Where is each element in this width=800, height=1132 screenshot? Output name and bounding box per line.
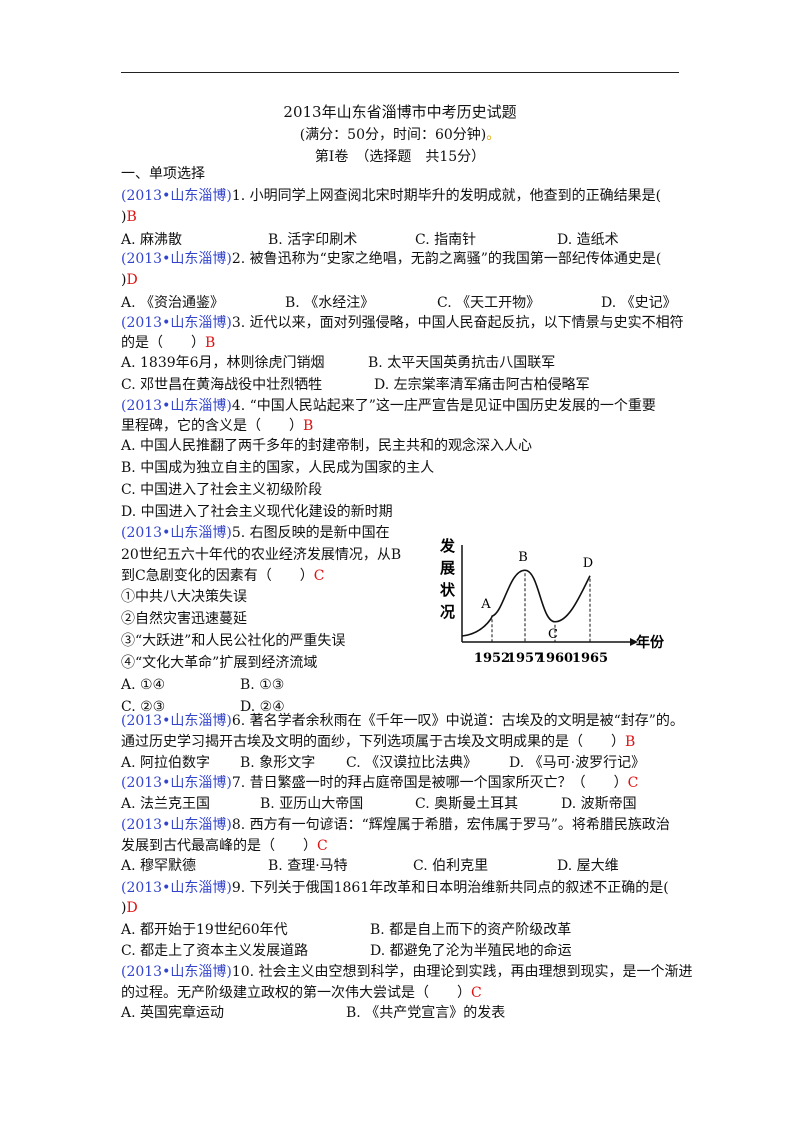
answer-3: B: [205, 335, 216, 351]
question-1: (2013•山东淄博)1. 小明同学上网查阅北宋时期毕升的发明成就，他查到的正确…: [121, 188, 662, 204]
question-8-cont: 发展到古代最高峰的是（ ）C: [121, 838, 328, 854]
q5-item-4: ④“文化大革命”扩展到经济流域: [121, 655, 318, 671]
question-8: (2013•山东淄博)8. 西方有一句谚语：“辉煌属于希腊，宏伟属于罗马”。将希…: [121, 817, 670, 833]
question-2-cont: )D: [121, 272, 138, 288]
answer-6: B: [625, 734, 636, 750]
q4-option-b: B. 中国成为独立自主的国家，人民成为国家的主人: [121, 460, 435, 476]
q9-option-d: D. 都避免了沦为半殖民地的命运: [370, 943, 572, 959]
q8-option-d: D. 屋大维: [557, 858, 619, 874]
x-tick-label: 1957: [507, 651, 543, 666]
answer-7: C: [627, 775, 639, 791]
q2-option-d: D. 《史记》: [601, 295, 677, 311]
score-line: (满分：50分，时间：60分钟)。: [299, 127, 501, 143]
q8-option-c: C. 伯利克里: [413, 858, 489, 874]
question-3: (2013•山东淄博)3. 近代以来，面对列强侵略，中国人民奋起反抗，以下情景与…: [121, 315, 684, 331]
q5-item-2: ②自然灾害迅速蔓延: [121, 611, 247, 627]
q7-option-b: B. 亚历山大帝国: [260, 796, 364, 812]
q3-option-a: A. 1839年6月，林则徐虎门销烟: [121, 355, 325, 371]
q9-option-c: C. 都走上了资本主义发展道路: [121, 943, 309, 959]
q4-option-c: C. 中国进入了社会主义初级阶段: [121, 482, 323, 498]
question-6-cont: 通过历史学习揭开古埃及文明的面纱，下列选项属于古埃及文明成果的是（ ）B: [121, 734, 636, 750]
question-9: (2013•山东淄博)9. 下列关于俄国1861年改革和日本明治维新共同点的叙述…: [121, 880, 669, 896]
q1-option-a: A. 麻沸散: [121, 232, 183, 248]
q5-option-b: B. ①③: [240, 677, 285, 693]
q9-option-a: A. 都开始于19世纪60年代: [121, 922, 288, 938]
q6-option-c: C. 《汉谟拉比法典》: [346, 755, 478, 771]
q5-option-c: C. ②③: [121, 699, 166, 715]
q4-option-a: A. 中国人民推翻了两千多年的封建帝制，民主共和的观念深入人心: [121, 438, 533, 454]
y-axis-label-char: 况: [440, 603, 455, 621]
question-10-cont: 的过程。无产阶级建立政权的第一次伟大尝试是（ ）C: [121, 985, 482, 1001]
q1-option-d: D. 造纸术: [557, 232, 619, 248]
y-axis-label-char: 发: [440, 537, 456, 555]
q6-option-a: A. 阿拉伯数字: [121, 755, 211, 771]
answer-5: C: [313, 568, 325, 584]
point-label: C: [548, 627, 558, 642]
top-rule: [121, 72, 679, 73]
q8-option-b: B. 查理·马特: [268, 858, 348, 874]
question-6: (2013•山东淄博)6. 著名学者余秋雨在《千年一叹》中说道：古埃及的文明是被…: [121, 713, 684, 729]
q7-option-a: A. 法兰克王国: [121, 796, 211, 812]
q9-option-b: B. 都是自上而下的资产阶级改革: [370, 922, 572, 938]
answer-2: D: [126, 272, 138, 288]
q6-option-d: D. 《马可·波罗行记》: [509, 755, 646, 771]
q3-option-c: C. 邓世昌在黄海战役中壮烈牺牲: [121, 377, 323, 393]
question-2: (2013•山东淄博)2. 被鲁迅称为“史家之绝唱，无韵之离骚”的我国第一部纪传…: [121, 251, 662, 267]
q1-option-c: C. 指南针: [415, 232, 477, 248]
question-5: (2013•山东淄博)5. 右图反映的是新中国在: [121, 525, 390, 541]
question-3-cont: 的是（ ）B: [121, 335, 216, 351]
q1-option-b: B. 活字印刷术: [268, 232, 358, 248]
q5-option-d: D. ②④: [240, 699, 285, 715]
volume-heading: 第Ⅰ卷 （选择题 共15分）: [314, 149, 486, 165]
answer-4: B: [303, 418, 314, 434]
q5-item-1: ①中共八大决策失误: [121, 589, 247, 605]
q2-option-a: A. 《资治通鉴》: [121, 295, 225, 311]
point-label: B: [518, 550, 528, 565]
q10-option-b: B. 《共产党宣言》的发表: [346, 1005, 506, 1021]
q3-option-d: D. 左宗棠率清军痛击阿古柏侵略军: [374, 377, 590, 393]
q4-option-d: D. 中国进入了社会主义现代化建设的新时期: [121, 504, 393, 520]
q3-option-b: B. 太平天国英勇抗击八国联军: [368, 355, 556, 371]
development-curve: [461, 569, 591, 637]
q6-option-b: B. 象形文字: [240, 755, 316, 771]
point-label: D: [583, 556, 593, 571]
x-tick-label: 1960: [537, 651, 573, 666]
q2-option-b: B. 《水经注》: [285, 295, 375, 311]
q7-option-d: D. 波斯帝国: [561, 796, 637, 812]
q5-item-3: ③“大跃进”和人民公社化的严重失误: [121, 633, 346, 649]
question-4-cont: 里程碑，它的含义是（ ）B: [121, 418, 314, 434]
answer-10: C: [471, 985, 482, 1001]
q5-option-a: A. ①④: [121, 677, 166, 693]
question-1-cont: )B: [121, 209, 137, 225]
x-tick-label: 1965: [572, 651, 608, 666]
question-10: (2013•山东淄博)10. 社会主义由空想到科学，由理论到实践，再由理想到现实…: [121, 964, 693, 980]
x-tick-label: 1952: [474, 651, 510, 666]
q8-option-a: A. 穆罕默德: [121, 858, 197, 874]
answer-8: C: [317, 838, 328, 854]
x-axis-arrow: [630, 638, 638, 646]
point-label: A: [480, 597, 491, 612]
question-4: (2013•山东淄博)4. “中国人民站起来了”这一庄严宣告是见证中国历史发展的…: [121, 398, 656, 414]
y-axis-label-char: 状: [440, 581, 456, 599]
y-axis-label-char: 展: [440, 559, 455, 577]
q2-option-c: C. 《天工开物》: [437, 295, 541, 311]
x-axis-label: 年份: [636, 634, 665, 651]
q10-option-a: A. 英国宪章运动: [121, 1005, 225, 1021]
answer-9: D: [126, 900, 138, 916]
question-9-cont: )D: [121, 900, 138, 916]
section-heading: 一、单项选择: [121, 166, 205, 182]
question-5-line2: 20世纪五六十年代的农业经济发展情况，从B: [121, 547, 402, 563]
answer-1: B: [126, 209, 137, 225]
q7-option-c: C. 奥斯曼土耳其: [415, 796, 519, 812]
question-5-line3: 到C急剧变化的因素有（ ）C: [121, 568, 325, 584]
question-7: (2013•山东淄博)7. 昔日繁盛一时的拜占庭帝国是被哪一个国家所灭亡？（ ）…: [121, 775, 639, 791]
exam-title: 2013年山东省淄博市中考历史试题: [283, 103, 517, 121]
